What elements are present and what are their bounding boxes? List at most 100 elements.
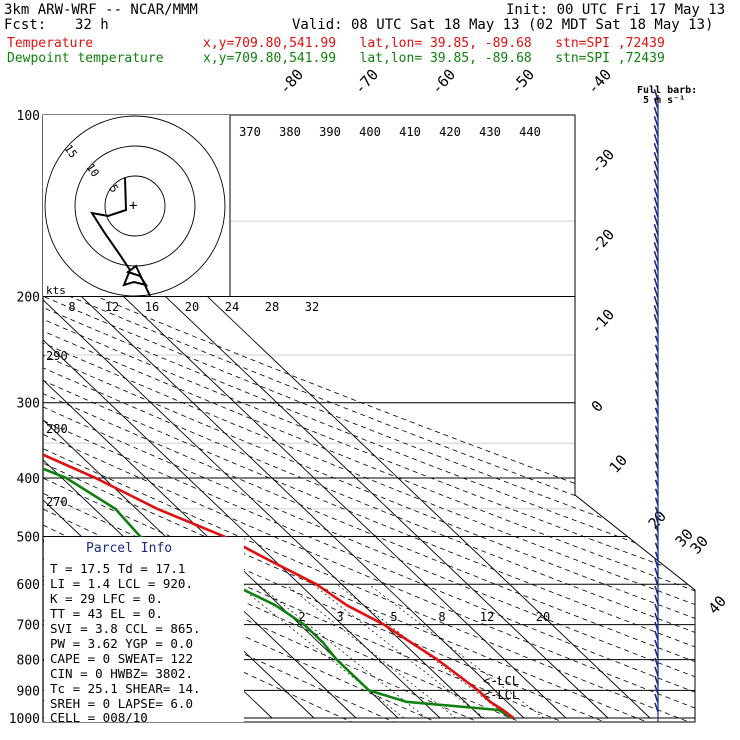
wind-barb — [653, 196, 659, 209]
wind-barb — [654, 594, 659, 605]
mixing-ratio-label: 20 — [536, 610, 550, 624]
pressure-tick-label: 500 — [17, 530, 40, 545]
pressure-tick-label: 100 — [17, 109, 40, 124]
dry-adiabat-line — [43, 115, 695, 722]
wind-barb — [654, 398, 659, 407]
wind-barb — [654, 380, 659, 389]
wind-barb — [654, 576, 659, 587]
wind-barb — [654, 389, 659, 398]
wind-barb — [654, 702, 659, 713]
pressure-tick-label: 1000 — [9, 712, 40, 727]
theta-e-label: 28 — [265, 300, 279, 314]
wind-barb — [654, 335, 659, 344]
lcl-marker: <-LCL — [483, 674, 519, 688]
wind-barb — [653, 232, 659, 245]
parcel-line: Tc = 25.1 SHEAR= 14. — [50, 681, 201, 696]
theta-label: 440 — [519, 125, 541, 139]
theta-label: 410 — [399, 125, 421, 139]
wind-barb — [653, 142, 659, 155]
wind-barb — [654, 657, 659, 668]
wind-barb — [654, 479, 659, 488]
wind-barb — [654, 362, 659, 371]
parcel-line: TT = 43 EL = 0. — [50, 606, 163, 621]
parcel-line: SVI = 3.8 CCL = 865. — [50, 621, 201, 636]
hodograph-ring-label: 10 — [84, 161, 102, 179]
wind-barb — [653, 106, 659, 119]
wind-barb — [654, 603, 659, 614]
model-title: 3km ARW-WRF -- NCAR/MMM — [4, 2, 198, 18]
isotherm-line — [43, 115, 567, 719]
wind-barb — [653, 277, 659, 290]
theta-label: 400 — [359, 125, 381, 139]
parcel-info-box: Parcel Info T = 17.5 Td = 17.1 LI = 1.4 … — [44, 537, 244, 725]
isotherm-label: -30 — [587, 145, 619, 177]
mixing-ratio-line — [312, 583, 485, 719]
dry-adiabat-line — [43, 115, 542, 722]
wind-barb — [653, 178, 659, 191]
mixing-ratio-label: 12 — [480, 610, 494, 624]
theta-e-label: 16 — [145, 300, 159, 314]
wind-barb — [653, 259, 659, 272]
parcel-info-title: Parcel Info — [86, 541, 172, 556]
hodograph-ring-label: 15 — [62, 142, 80, 160]
theta-e-label: 20 — [185, 300, 199, 314]
mixing-ratio-line — [257, 583, 427, 719]
dry-adiabat-line — [43, 115, 695, 722]
wind-barb — [653, 160, 659, 173]
temperature-legend-label: Temperature — [7, 36, 94, 51]
hodograph-center: + — [129, 198, 137, 214]
parcel-line: SREH = 0 LAPSE= 6.0 — [50, 696, 193, 711]
wind-barb — [654, 326, 659, 335]
pressure-tick-label: 700 — [17, 619, 40, 634]
theta-label: 420 — [439, 125, 461, 139]
wind-barb — [654, 551, 659, 560]
theta-left-label: 270 — [46, 495, 68, 509]
valid-time: Valid: 08 UTC Sat 18 May 13 (02 MDT Sat … — [292, 17, 714, 33]
theta-label: 430 — [479, 125, 501, 139]
parcel-line: PW = 3.62 YGP = 0.0 — [50, 636, 193, 651]
dry-adiabat-line — [43, 115, 695, 722]
wind-barb — [654, 506, 659, 515]
wind-barb — [654, 515, 659, 524]
theta-e-label: 12 — [105, 300, 119, 314]
wind-barb — [653, 205, 659, 218]
dry-adiabat-line — [43, 115, 695, 722]
dewpoint-legend-info: x,y=709.80,541.99 lat,lon= 39.85, -89.68… — [203, 51, 665, 66]
mixing-ratio-label: 8 — [438, 610, 445, 624]
wind-barb — [653, 214, 659, 227]
barb-key-line2: 5 m s⁻¹ — [643, 95, 685, 106]
parcel-line: K = 29 LFC = 0. — [50, 591, 163, 606]
hodograph-ring — [44, 115, 226, 297]
mixing-ratio-label: 5 — [390, 610, 397, 624]
wind-barb — [653, 286, 659, 299]
isotherm-label: 40 — [705, 592, 730, 617]
hodograph-ring — [104, 175, 166, 237]
pressure-tick-label: 800 — [17, 654, 40, 669]
wind-barb — [654, 639, 659, 650]
wind-barb — [653, 304, 659, 317]
wind-barb — [653, 88, 659, 101]
mixing-ratio-label: 3 — [336, 610, 343, 624]
lcl-marker: <-LCL — [483, 688, 519, 702]
wind-barb — [654, 488, 659, 497]
isotherm-label: -50 — [507, 65, 539, 97]
wind-barb — [654, 452, 659, 461]
wind-barb — [654, 693, 659, 704]
parcel-line: CIN = 0 HWBZ= 3802. — [50, 666, 193, 681]
wind-barb — [654, 443, 659, 452]
pressure-tick-label: 400 — [17, 472, 40, 487]
theta-e-label: 8 — [68, 300, 75, 314]
pressure-tick-label: 300 — [17, 397, 40, 412]
isotherm-label: -70 — [351, 65, 383, 97]
dry-adiabat-line — [43, 115, 695, 722]
theta-label: 390 — [319, 125, 341, 139]
wind-barb — [654, 648, 659, 659]
isotherm-label: -60 — [428, 65, 460, 97]
wind-barb — [654, 542, 659, 551]
dry-adiabat-line — [43, 115, 695, 722]
wind-barb — [653, 133, 659, 146]
wind-barb — [654, 524, 659, 533]
theta-left-label: 280 — [46, 422, 68, 436]
parcel-line: T = 17.5 Td = 17.1 — [50, 561, 185, 576]
isotherm-label: -10 — [587, 305, 619, 337]
